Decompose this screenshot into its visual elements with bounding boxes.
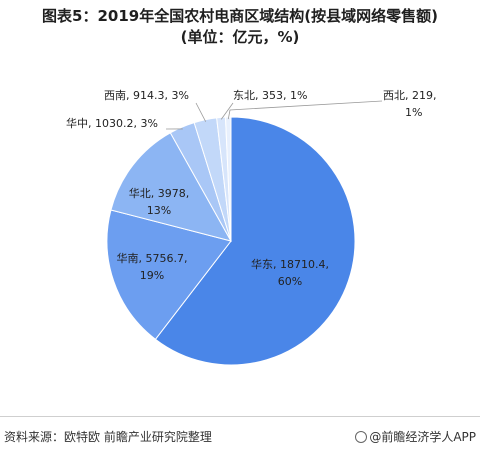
pie-slices xyxy=(106,116,356,366)
pie-slice-0 xyxy=(154,116,356,366)
leader-line-5 xyxy=(220,102,234,120)
leader-lines xyxy=(165,100,383,130)
source-note: 资料来源：欧特欧 前瞻产业研究院整理 xyxy=(4,430,212,444)
data-label-5-0: 东北, 353, 1% xyxy=(233,89,307,102)
chart-title: 图表5：2019年全国农村电商区域结构(按县域网络零售额) (单位：亿元，%) xyxy=(0,6,480,48)
data-label-0-0: 华东, 18710.4, xyxy=(251,257,329,271)
brand-credit: @前瞻经济学人APP xyxy=(355,428,476,445)
footer-divider xyxy=(0,416,480,417)
data-label-1-0: 华南, 5756.7, xyxy=(117,251,188,265)
footer: 资料来源：欧特欧 前瞻产业研究院整理 @前瞻经济学人APP xyxy=(0,424,480,448)
data-label-3-0: 华中, 1030.2, 3% xyxy=(66,116,158,130)
data-label-2-0: 华北, 3978, xyxy=(129,186,189,200)
chart-title-line-1: 图表5：2019年全国农村电商区域结构(按县域网络零售额) xyxy=(42,7,438,25)
chart-title-line-2: (单位：亿元，%) xyxy=(180,28,300,46)
leader-line-4 xyxy=(195,102,207,122)
data-label-2-1: 13% xyxy=(147,204,171,217)
pie-slice-1 xyxy=(106,209,232,341)
data-label-6-0: 西北, 219, xyxy=(383,89,437,102)
pie-chart: 华东, 18710.4, 60% 华南, 5756.7, 19% 华北, 3978, 13… xyxy=(66,89,437,366)
data-label-6-1: 1% xyxy=(405,106,422,119)
pie-slice-6 xyxy=(224,116,232,242)
pie-slice-2 xyxy=(110,132,233,242)
data-labels: 华东, 18710.4, 60% 华南, 5756.7, 19% 华北, 3978, 13… xyxy=(66,89,437,288)
data-label-0-1: 60% xyxy=(278,275,302,288)
leader-line-6 xyxy=(227,100,383,120)
data-label-1-1: 19% xyxy=(140,269,164,282)
brand-logo-icon xyxy=(355,431,368,443)
brand-text: @前瞻经济学人APP xyxy=(369,430,476,444)
data-label-4-0: 西南, 914.3, 3% xyxy=(104,89,189,102)
